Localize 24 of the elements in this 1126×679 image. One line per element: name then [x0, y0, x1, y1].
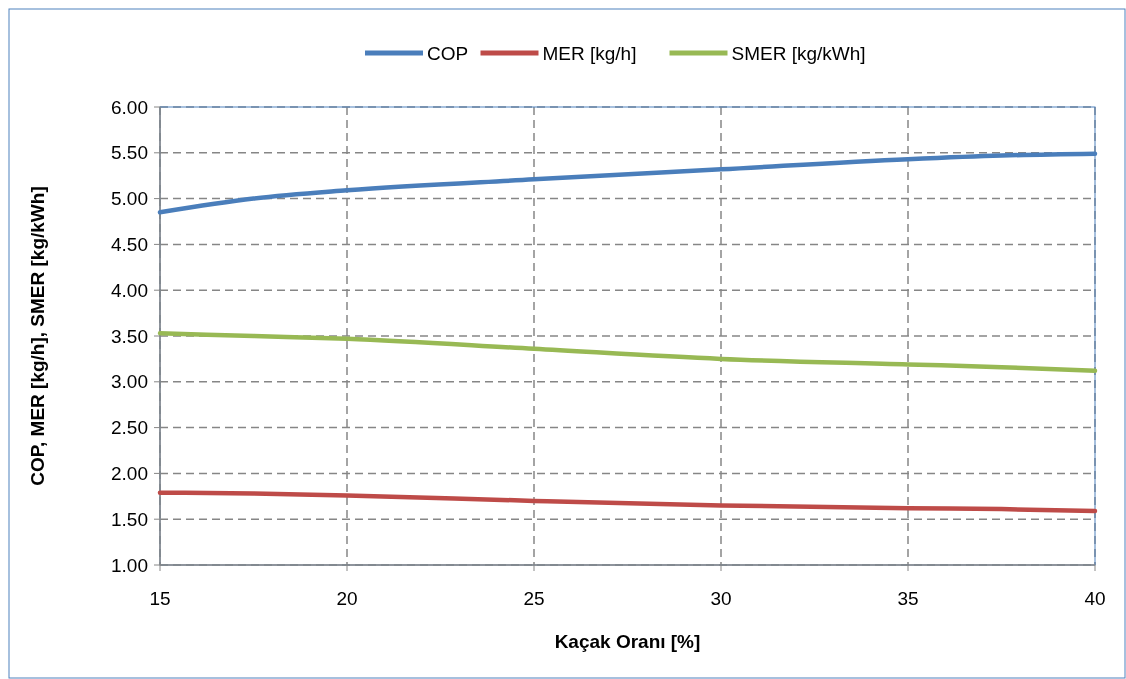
y-tick-label: 5.50	[111, 142, 148, 164]
y-axis-title: COP, MER [kg/h], SMER [kg/kWh]	[27, 186, 48, 486]
x-tick-label: 20	[336, 588, 358, 609]
x-tick-label: 30	[710, 588, 732, 609]
line-series	[157, 331, 1098, 374]
legend-label: SMER [kg/kWh]	[731, 42, 866, 64]
x-axis-title: Kaçak Oranı [%]	[554, 631, 701, 652]
line-series	[157, 490, 1098, 514]
x-tick-label: 40	[1084, 588, 1106, 609]
y-tick-label: 6.00	[111, 96, 148, 118]
y-tick-label: 1.50	[111, 508, 148, 530]
y-tick-label: 2.00	[111, 463, 148, 485]
y-tick-label: 3.50	[111, 325, 148, 347]
x-tick-label: 15	[149, 588, 171, 609]
x-tick-label: 35	[897, 588, 919, 609]
legend-label: COP	[427, 42, 469, 64]
y-tick-label: 2.50	[111, 417, 148, 439]
y-tick-label: 1.00	[111, 554, 148, 576]
x-tick-label: 25	[523, 588, 545, 609]
y-tick-label: 3.00	[111, 371, 148, 393]
y-tick-label: 4.50	[111, 234, 148, 256]
y-tick-label: 4.00	[111, 279, 148, 301]
y-tick-label: 5.00	[111, 188, 148, 210]
legend-label: MER [kg/h]	[542, 42, 637, 64]
